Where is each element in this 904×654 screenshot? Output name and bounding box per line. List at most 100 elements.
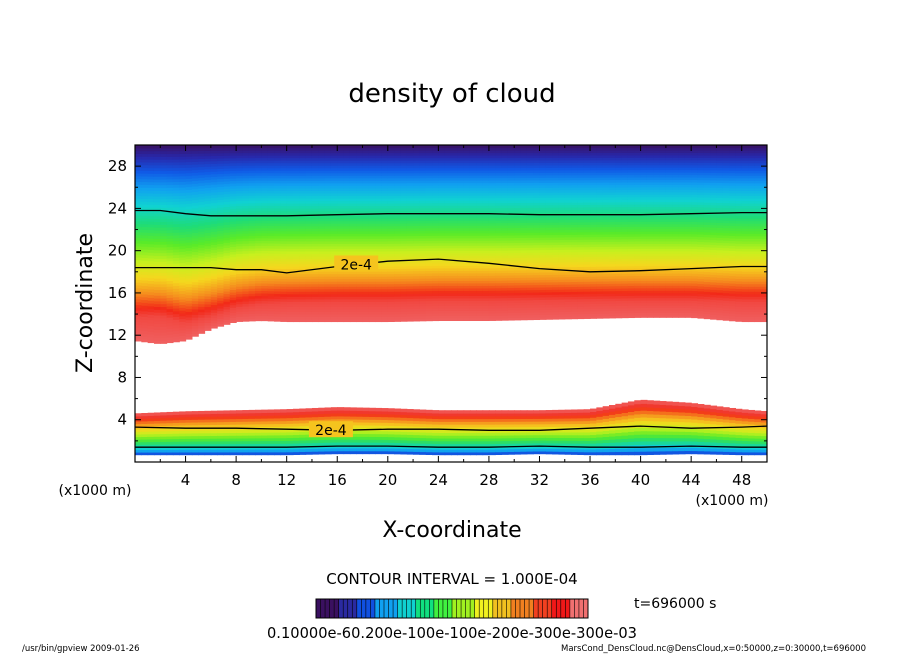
cloud-cell bbox=[255, 297, 262, 302]
cloud-cell bbox=[400, 185, 408, 189]
cloud-cell bbox=[514, 237, 522, 241]
cloud-cell bbox=[135, 181, 142, 185]
cloud-cell bbox=[217, 196, 225, 200]
cloud-cell bbox=[381, 245, 389, 249]
cloud-cell bbox=[311, 288, 319, 292]
cloud-cell bbox=[482, 247, 490, 251]
cloud-cell bbox=[507, 257, 515, 261]
cloud-cell bbox=[349, 230, 357, 234]
cloud-cell bbox=[324, 208, 332, 212]
cloud-cell bbox=[179, 312, 187, 317]
cloud-cell bbox=[337, 281, 345, 285]
cloud-cell bbox=[514, 202, 522, 206]
cloud-cell bbox=[135, 226, 142, 230]
cloud-cell bbox=[438, 177, 446, 181]
cloud-cell bbox=[141, 184, 149, 188]
cloud-cell bbox=[343, 170, 351, 174]
cloud-cell bbox=[469, 197, 477, 201]
cloud-cell bbox=[274, 238, 281, 242]
cloud-cell bbox=[337, 318, 345, 323]
cloud-cell bbox=[394, 303, 402, 307]
cloud-cell bbox=[469, 150, 477, 154]
cloud-cell bbox=[172, 324, 180, 329]
cloud-cell bbox=[469, 182, 477, 186]
cloud-cell bbox=[147, 221, 155, 225]
cloud-cell bbox=[387, 175, 395, 179]
cloud-cell bbox=[507, 259, 515, 264]
cloud-cell bbox=[172, 170, 180, 174]
cloud-cell bbox=[160, 173, 168, 177]
cloud-cell bbox=[362, 182, 370, 186]
cloud-cell bbox=[514, 179, 522, 184]
cloud-cell bbox=[141, 246, 149, 250]
cloud-cell bbox=[179, 298, 187, 303]
cloud-cell bbox=[368, 228, 376, 232]
cloud-cell bbox=[305, 213, 313, 217]
cloud-cell bbox=[488, 200, 496, 204]
cloud-cell bbox=[362, 245, 370, 249]
cloud-cell bbox=[135, 189, 142, 194]
cloud-cell bbox=[444, 280, 452, 284]
cloud-cell bbox=[349, 223, 357, 227]
cloud-cell bbox=[457, 242, 465, 246]
cloud-cell bbox=[255, 165, 262, 169]
cloud-cell bbox=[255, 185, 262, 189]
cloud-cell bbox=[343, 311, 351, 315]
cloud-cell bbox=[141, 279, 149, 284]
cloud-cell bbox=[419, 197, 427, 201]
cloud-cell bbox=[191, 325, 199, 329]
cloud-cell bbox=[198, 327, 206, 332]
cloud-cell bbox=[356, 160, 364, 164]
cloud-cell bbox=[185, 172, 193, 177]
cloud-cell bbox=[179, 245, 187, 250]
cloud-cell bbox=[368, 223, 376, 227]
cloud-cell bbox=[375, 268, 383, 272]
cloud-cell bbox=[236, 243, 244, 247]
cloud-cell bbox=[223, 262, 231, 266]
cloud-cell bbox=[135, 312, 142, 317]
cloud-cell bbox=[457, 260, 465, 264]
cloud-cell bbox=[362, 235, 370, 239]
cloud-cell bbox=[375, 185, 383, 189]
cloud-cell bbox=[501, 275, 509, 279]
cloud-cell bbox=[482, 150, 490, 154]
cloud-cell bbox=[248, 293, 256, 297]
cloud-cell bbox=[444, 192, 452, 196]
cloud-cell bbox=[166, 184, 174, 188]
cloud-cell bbox=[349, 225, 357, 229]
cloud-cell bbox=[476, 245, 484, 249]
cloud-cell bbox=[280, 147, 288, 151]
cloud-cell bbox=[223, 162, 231, 167]
cloud-cell bbox=[223, 308, 231, 313]
cloud-cell bbox=[394, 180, 402, 184]
cloud-cell bbox=[318, 268, 326, 272]
cloud-cell bbox=[463, 180, 471, 184]
cloud-cell bbox=[469, 250, 477, 254]
cloud-cell bbox=[274, 167, 281, 171]
cloud-cell bbox=[280, 281, 288, 285]
cloud-cell bbox=[495, 260, 503, 264]
cloud-cell bbox=[432, 170, 439, 174]
cloud-cell bbox=[476, 275, 484, 279]
cloud-cell bbox=[210, 160, 218, 164]
cloud-cell bbox=[406, 313, 414, 317]
cloud-cell bbox=[172, 333, 180, 337]
cloud-cell bbox=[274, 265, 281, 269]
cloud-cell bbox=[476, 260, 484, 264]
cloud-cell bbox=[229, 309, 237, 313]
cloud-cell bbox=[444, 207, 452, 211]
cloud-cell bbox=[191, 286, 199, 291]
cloud-cell bbox=[425, 185, 433, 189]
cloud-cell bbox=[413, 162, 420, 166]
cloud-cell bbox=[223, 285, 231, 289]
cloud-cell bbox=[406, 293, 414, 297]
cloud-cell bbox=[210, 158, 218, 162]
cloud-cell bbox=[324, 281, 332, 285]
cloud-cell bbox=[147, 328, 155, 332]
cloud-cell bbox=[343, 180, 351, 184]
cloud-cell bbox=[280, 187, 288, 191]
cloud-cell bbox=[311, 170, 319, 174]
cloud-cell bbox=[135, 304, 142, 308]
cloud-cell bbox=[280, 240, 288, 244]
cloud-cell bbox=[153, 198, 161, 203]
